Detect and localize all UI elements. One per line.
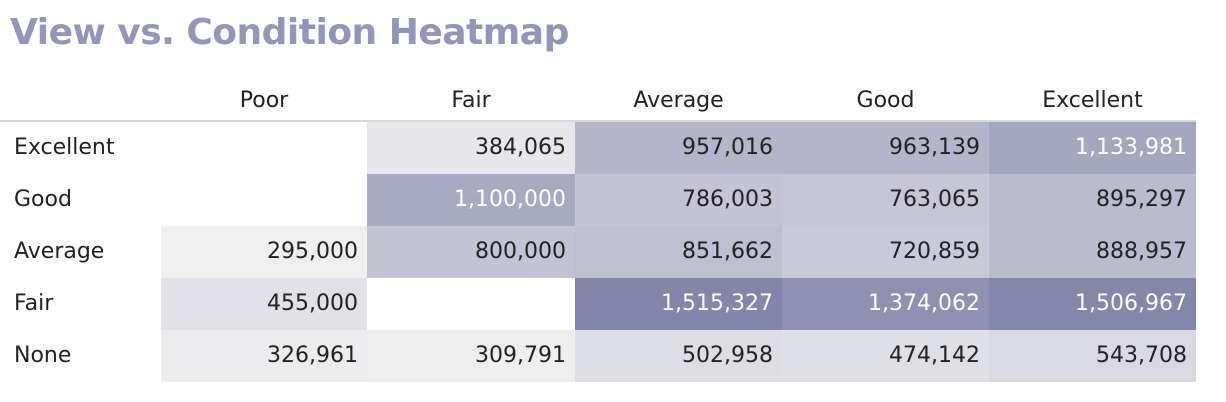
- heatmap-cell-none-excellent: 543,708: [989, 330, 1196, 382]
- heatmap-cell-average-good: 720,859: [782, 226, 989, 278]
- column-header-good: Good: [856, 88, 915, 113]
- heatmap-cell-fair-poor: 455,000: [161, 278, 367, 330]
- row-label-average: Average: [14, 239, 105, 264]
- row-label-fair: Fair: [14, 291, 54, 316]
- heatmap-cell-excellent-fair: 384,065: [367, 122, 575, 174]
- heatmap-cell-good-fair: 1,100,000: [367, 174, 575, 226]
- heatmap-cell-good-good: 763,065: [782, 174, 989, 226]
- heatmap-cell-none-good: 474,142: [782, 330, 989, 382]
- column-header-fair: Fair: [451, 88, 491, 113]
- heatmap-cell-none-average: 502,958: [575, 330, 782, 382]
- column-header-average: Average: [633, 88, 724, 113]
- heatmap-cell-average-poor: 295,000: [161, 226, 367, 278]
- heatmap-cell-good-excellent: 895,297: [989, 174, 1196, 226]
- heatmap-cell-none-poor: 326,961: [161, 330, 367, 382]
- heatmap-cell-fair-good: 1,374,062: [782, 278, 989, 330]
- header-divider: [0, 120, 1196, 122]
- heatmap-cell-excellent-good: 963,139: [782, 122, 989, 174]
- row-label-good: Good: [14, 187, 72, 212]
- column-header-excellent: Excellent: [1042, 88, 1143, 113]
- heatmap-cell-fair-excellent: 1,506,967: [989, 278, 1196, 330]
- column-header-poor: Poor: [239, 88, 289, 113]
- heatmap-cell-average-fair: 800,000: [367, 226, 575, 278]
- heatmap-cell-excellent-average: 957,016: [575, 122, 782, 174]
- heatmap-cell-average-average: 851,662: [575, 226, 782, 278]
- heatmap-cell-none-fair: 309,791: [367, 330, 575, 382]
- heatmap-cell-fair-average: 1,515,327: [575, 278, 782, 330]
- row-label-none: None: [14, 343, 72, 368]
- heatmap-cell-excellent-excellent: 1,133,981: [989, 122, 1196, 174]
- row-label-excellent: Excellent: [14, 135, 115, 160]
- heatmap-cell-good-average: 786,003: [575, 174, 782, 226]
- chart-title: View vs. Condition Heatmap: [10, 12, 569, 53]
- heatmap-cell-average-excellent: 888,957: [989, 226, 1196, 278]
